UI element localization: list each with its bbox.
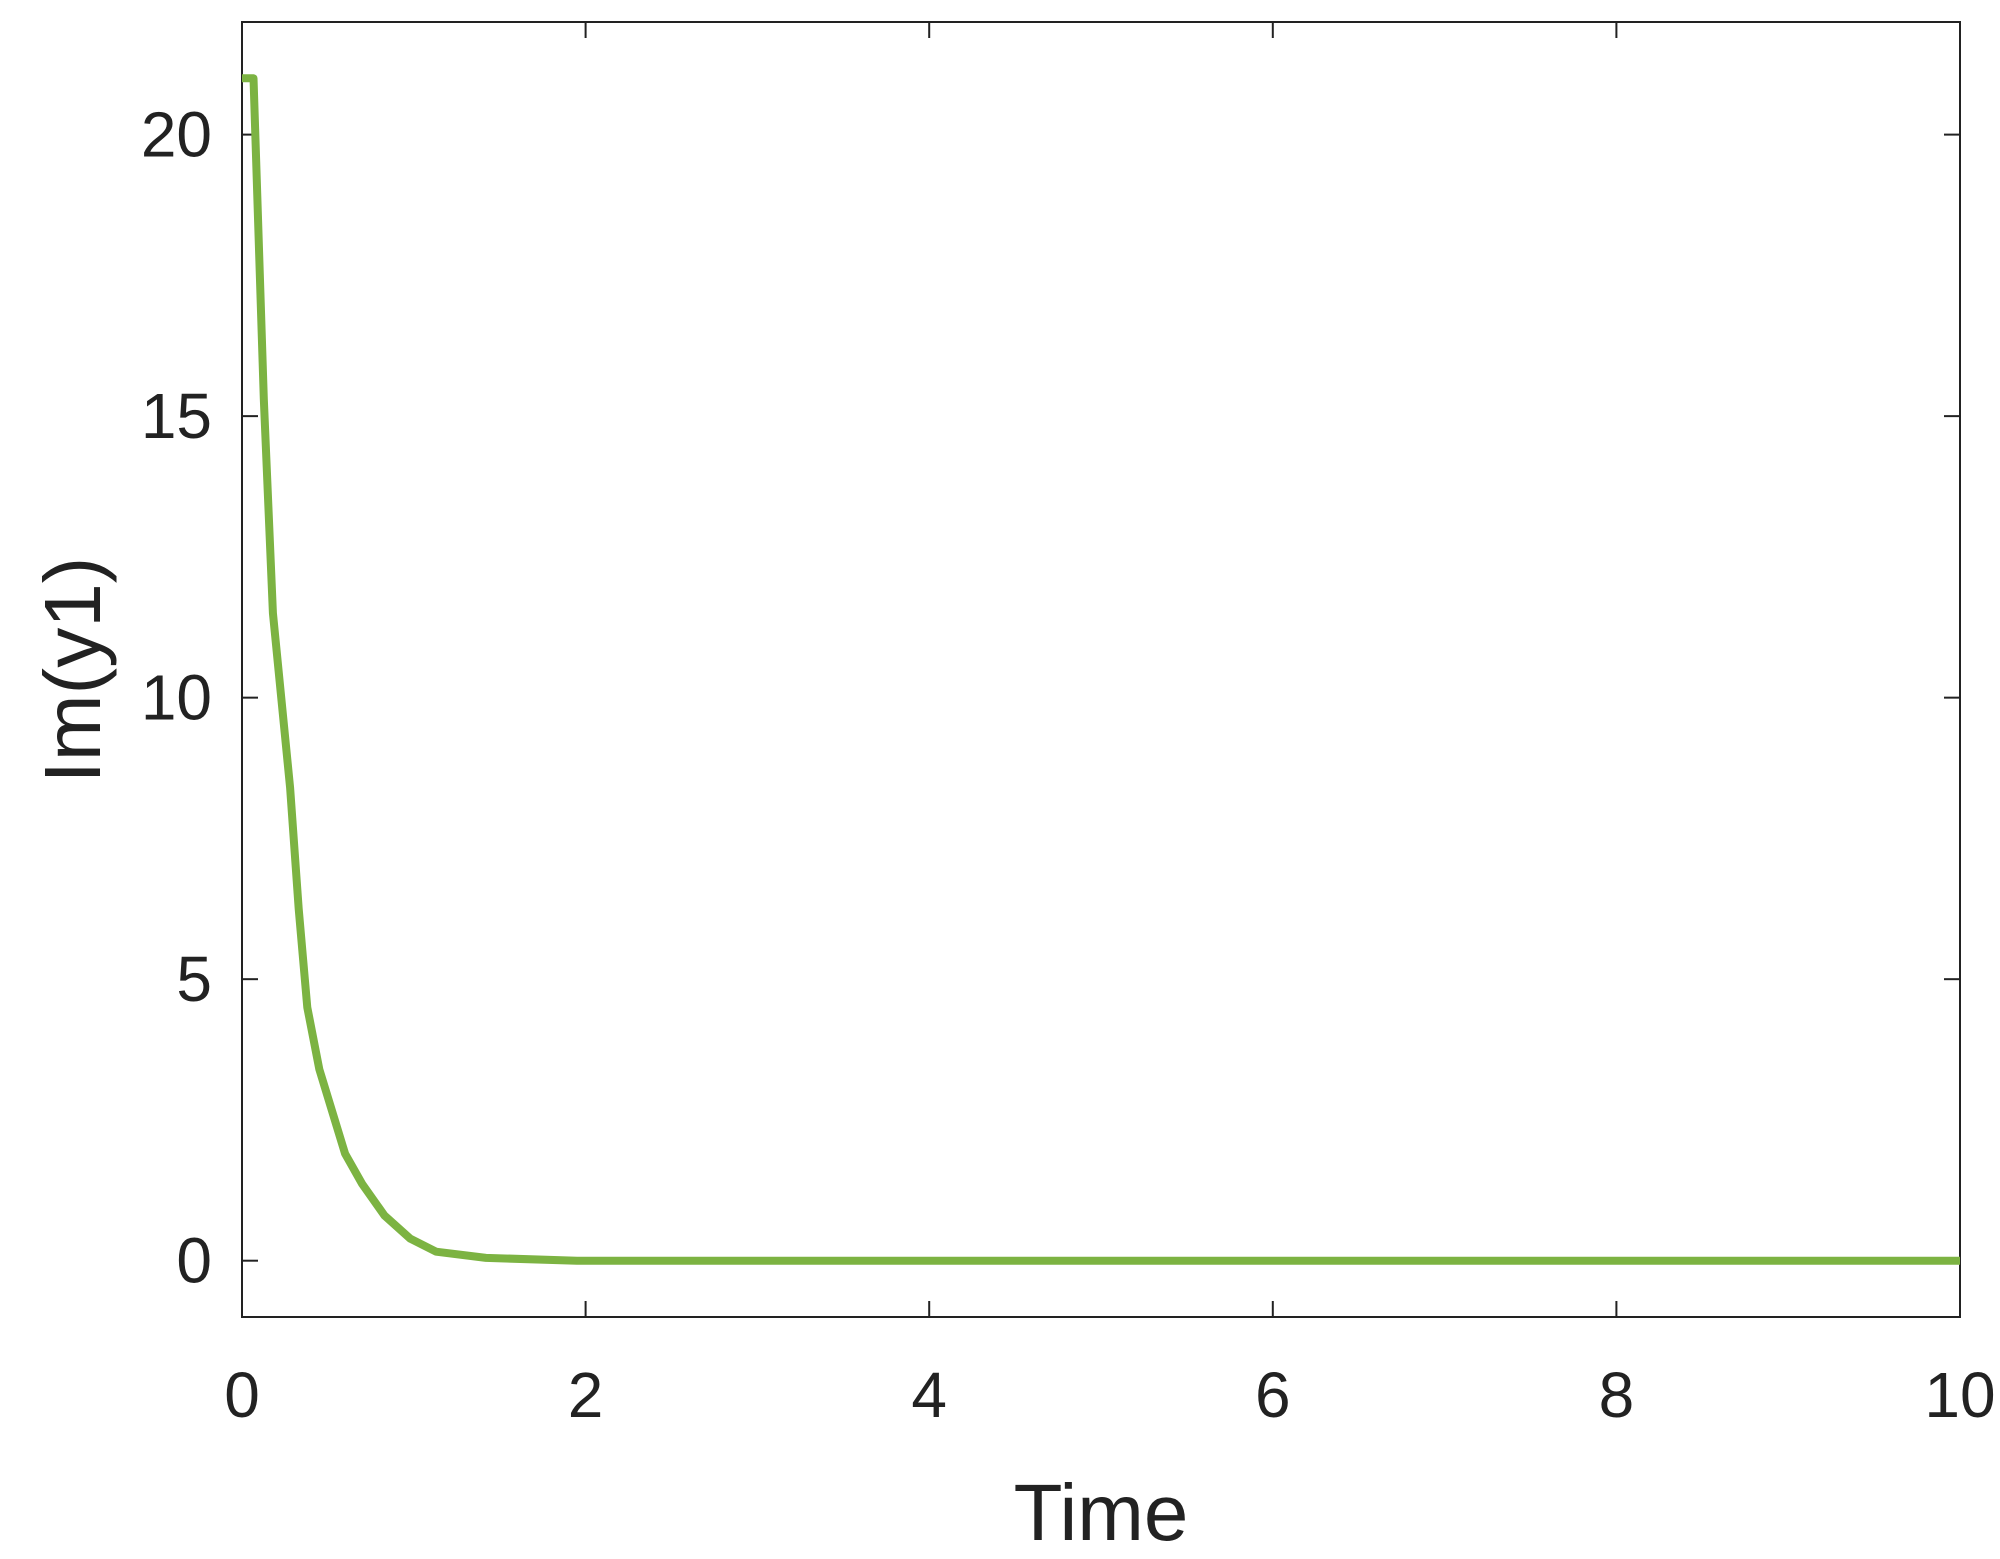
y-axis-label: Im(y1) xyxy=(28,557,117,784)
y-tick-label: 0 xyxy=(176,1225,212,1297)
y-tick-label: 10 xyxy=(141,662,212,734)
x-tick-label: 6 xyxy=(1255,1359,1291,1431)
x-tick-label: 0 xyxy=(224,1359,260,1431)
x-tick-label: 2 xyxy=(568,1359,604,1431)
y-tick-label: 20 xyxy=(141,99,212,171)
plot-frame xyxy=(241,21,1961,1318)
y-tick-label: 15 xyxy=(141,380,212,452)
x-tick-label: 10 xyxy=(1924,1359,1995,1431)
x-tick-label: 8 xyxy=(1599,1359,1635,1431)
x-tick-label: 4 xyxy=(911,1359,947,1431)
x-axis-label: Time xyxy=(1014,1468,1189,1557)
line xyxy=(242,74,1960,1265)
y-tick-label: 5 xyxy=(176,943,212,1015)
